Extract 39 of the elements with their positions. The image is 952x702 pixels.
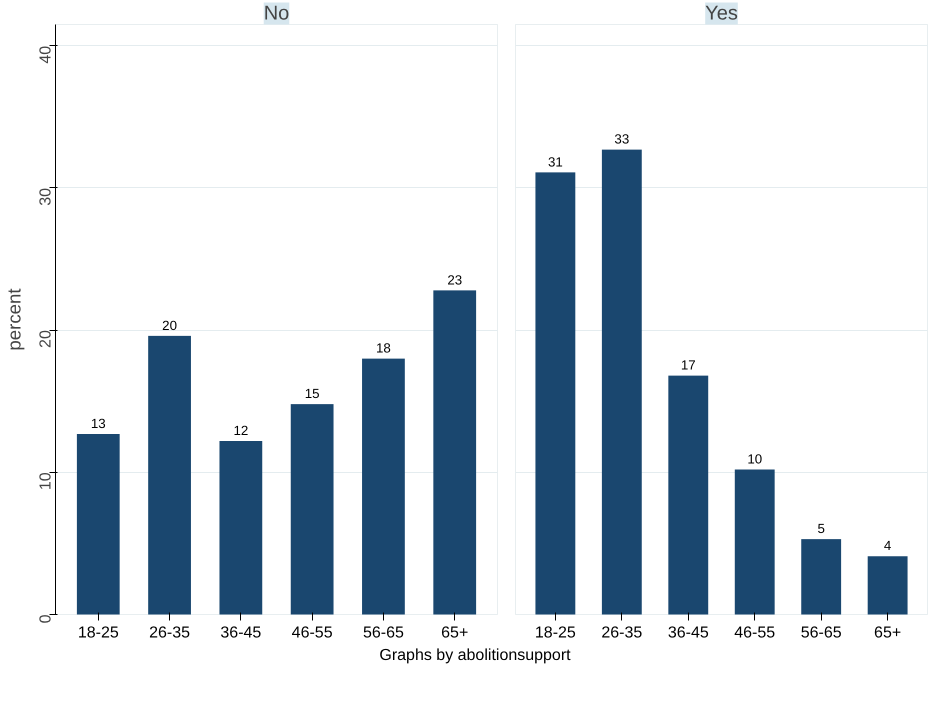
bar	[734, 469, 775, 614]
chart-title: No	[264, 2, 290, 24]
bar	[535, 172, 576, 614]
data-label: 20	[162, 318, 177, 333]
y-tick-label: 10	[38, 472, 54, 490]
x-tick-label: 56-65	[362, 624, 404, 642]
bar	[868, 556, 908, 614]
data-label: 18	[376, 340, 391, 356]
x-tick-label: 26-35	[601, 624, 642, 642]
bar	[801, 539, 842, 614]
data-label: 23	[447, 272, 462, 288]
data-label: 4	[884, 538, 892, 554]
data-label: 31	[548, 154, 563, 170]
x-tick-label: 36-45	[668, 624, 709, 642]
data-label: 33	[614, 132, 630, 147]
data-label: 5	[817, 521, 825, 536]
data-label: 17	[680, 358, 696, 373]
data-label: 15	[304, 386, 320, 402]
y-tick-label: 40	[38, 46, 54, 64]
y-tick-label: 0	[38, 614, 54, 624]
y-tick-label: 30	[38, 188, 54, 206]
data-label: 12	[233, 423, 248, 438]
x-tick-label: 36-45	[220, 624, 262, 642]
x-tick-label: 18-25	[534, 624, 576, 642]
bar	[602, 150, 642, 614]
x-tick-label: 18-25	[78, 624, 119, 642]
chart-title: Yes	[705, 2, 738, 24]
bar	[668, 376, 708, 614]
x-tick-label: 46-55	[734, 624, 776, 642]
data-label: 13	[90, 416, 106, 431]
text: Graphs by abolitionsupport	[379, 646, 571, 666]
x-tick-label: 65+	[441, 624, 468, 642]
y-tick-label: 20	[38, 330, 54, 348]
x-tick-label: 56-65	[800, 624, 842, 642]
y-axis-title: percent	[4, 288, 24, 351]
x-tick-label: 26-35	[149, 624, 190, 642]
x-tick-label: 65+	[874, 624, 902, 642]
x-tick-label: 46-55	[292, 624, 333, 642]
data-label: 10	[747, 451, 762, 466]
